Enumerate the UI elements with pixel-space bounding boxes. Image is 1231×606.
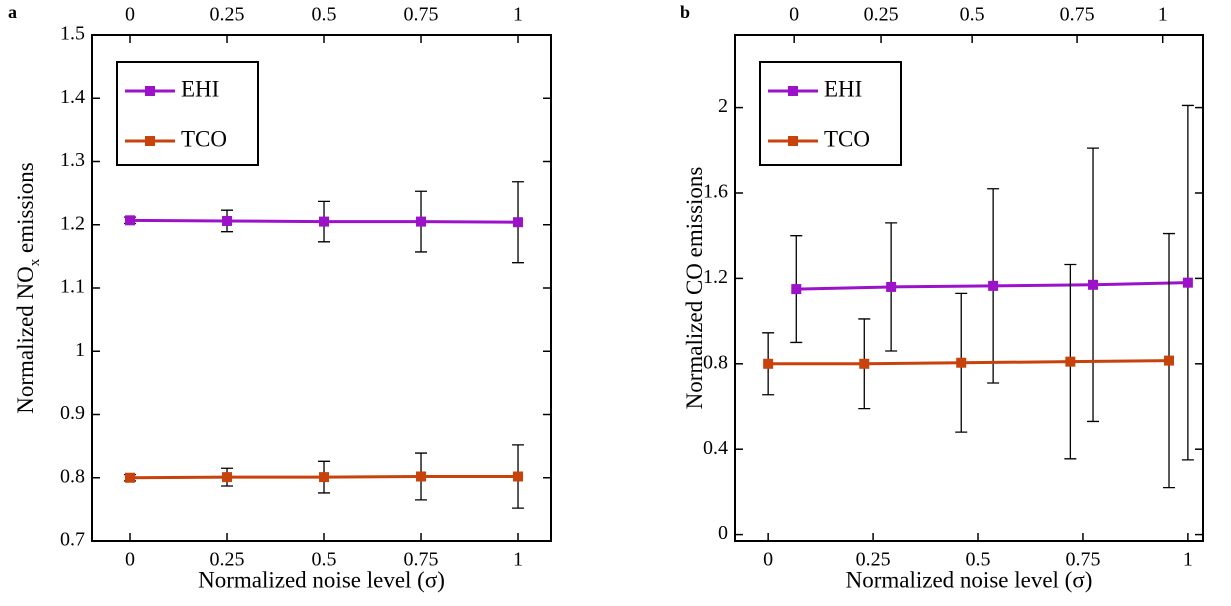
y-tick-label: 2 xyxy=(718,95,728,117)
legend-marker xyxy=(145,136,155,146)
y-tick-label: 1 xyxy=(75,339,85,361)
x2-tick-label: 0 xyxy=(125,4,135,26)
marker xyxy=(1182,277,1193,288)
panel-label: a xyxy=(8,2,17,22)
legend-box xyxy=(116,61,259,166)
x2-tick-label: 1 xyxy=(1158,4,1168,26)
legend-marker xyxy=(788,86,798,96)
marker xyxy=(791,284,802,295)
y-tick-label: 0.8 xyxy=(60,465,85,487)
x2-tick-label: 0.75 xyxy=(1060,4,1095,26)
x-tick-label: 1 xyxy=(513,549,523,571)
x-tick-label: 0.75 xyxy=(1065,549,1100,571)
legend-label: EHI xyxy=(181,76,219,101)
x2-tick-label: 1 xyxy=(513,4,523,26)
x2-tick-label: 0.25 xyxy=(210,4,245,26)
marker xyxy=(513,217,524,228)
marker xyxy=(1065,356,1076,367)
y-tick-label: 1.2 xyxy=(60,212,85,234)
plot-frame xyxy=(734,34,1204,542)
x-tick-label: 1 xyxy=(1183,549,1193,571)
y-tick-label: 1.1 xyxy=(60,276,85,298)
marker xyxy=(416,216,427,227)
x-tick-label: 0.25 xyxy=(856,549,891,571)
marker xyxy=(319,216,330,227)
marker xyxy=(859,358,870,369)
marker xyxy=(988,280,999,291)
x2-tick-label: 0.25 xyxy=(864,4,899,26)
x2-tick-label: 0.5 xyxy=(312,4,337,26)
y-tick-label: 1.6 xyxy=(703,181,728,203)
legend-label: TCO xyxy=(824,126,870,151)
marker xyxy=(1164,355,1175,366)
y-tick-label: 0.7 xyxy=(60,529,85,551)
marker xyxy=(956,357,967,368)
x2-tick-label: 0.5 xyxy=(960,4,985,26)
marker xyxy=(125,215,136,226)
y-axis-title-part: Normalized CO emissions xyxy=(682,167,707,410)
y-tick-label: 0.9 xyxy=(60,402,85,424)
x2-tick-label: 0 xyxy=(789,4,799,26)
marker xyxy=(886,281,897,292)
y-tick-label: 1.3 xyxy=(60,149,85,171)
x-tick-label: 0 xyxy=(125,549,135,571)
x-tick-label: 0 xyxy=(763,549,773,571)
y-axis-title-part: x xyxy=(27,258,43,266)
marker xyxy=(1088,279,1099,290)
x2-tick-label: 0.75 xyxy=(404,4,439,26)
marker xyxy=(222,215,233,226)
marker xyxy=(763,358,774,369)
y-tick-label: 0.8 xyxy=(703,351,728,373)
x-tick-label: 0.5 xyxy=(966,549,991,571)
marker xyxy=(416,471,427,482)
y-tick-label: 1.2 xyxy=(703,266,728,288)
x-axis-title: Normalized noise level (σ) xyxy=(846,567,1093,592)
legend-label: EHI xyxy=(824,76,862,101)
marker xyxy=(222,472,233,483)
legend-marker xyxy=(788,136,798,146)
y-axis-title: Normalized NOx emissions xyxy=(13,162,43,414)
y-axis-title: Normalized CO emissions xyxy=(682,167,707,410)
y-tick-label: 0 xyxy=(718,522,728,544)
x-tick-label: 0.75 xyxy=(404,549,439,571)
series-line xyxy=(768,359,1170,366)
panel-label: b xyxy=(680,2,690,22)
marker xyxy=(319,472,330,483)
y-axis-title-part: emissions xyxy=(13,162,38,259)
y-tick-label: 1.5 xyxy=(60,23,85,45)
marker xyxy=(125,472,136,483)
y-axis-title-part: Normalized NO xyxy=(13,266,38,414)
legend-marker xyxy=(145,86,155,96)
marker xyxy=(513,471,524,482)
y-tick-label: 0.4 xyxy=(703,437,728,459)
x-tick-label: 0.5 xyxy=(312,549,337,571)
x-axis-title: Normalized noise level (σ) xyxy=(198,567,445,592)
legend-box xyxy=(759,61,902,166)
legend-label: TCO xyxy=(181,126,227,151)
y-tick-label: 1.4 xyxy=(60,86,85,108)
x-tick-label: 0.25 xyxy=(210,549,245,571)
